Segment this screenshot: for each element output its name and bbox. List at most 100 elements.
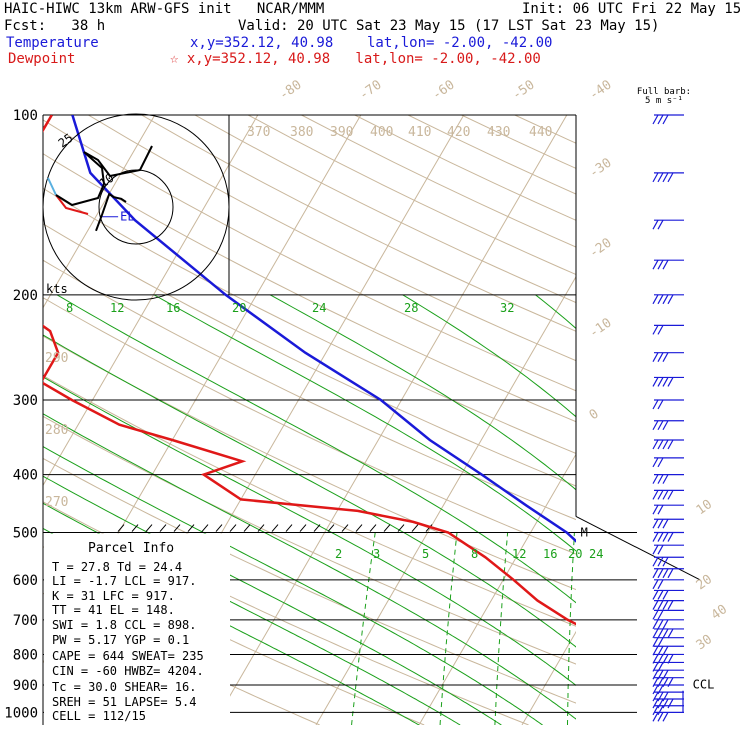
isotherm-label: -30: [587, 156, 615, 182]
wind-barb-flag: [657, 637, 664, 648]
parcel-info-row: LI = -1.7 LCL = 917.: [52, 574, 197, 588]
mixing-ratio-label: 16: [166, 301, 180, 315]
mixing-ratio-label-low: 3: [373, 547, 380, 561]
wind-barb-flag: [662, 377, 669, 387]
wind-barb-flag: [657, 619, 664, 630]
level-hatch: [117, 524, 125, 532]
level-hatch: [131, 524, 139, 532]
wind-barb-flag: [652, 568, 659, 579]
isotherm-line: [212, 115, 568, 725]
theta-label: 430: [487, 125, 510, 140]
dry-adiabat-line: [407, 115, 576, 195]
wind-barb-flag: [662, 172, 669, 183]
isotherm-label: -80: [277, 78, 305, 104]
wind-barb-flag: [662, 556, 669, 567]
wind-barb-flag: [662, 420, 669, 431]
wind-barb-flag: [662, 490, 669, 500]
theta-label: 270: [45, 495, 68, 510]
wind-barb-flag: [652, 684, 659, 695]
wind-barb-flag: [657, 377, 664, 387]
wind-barb-flag: [652, 532, 659, 542]
wind-barb-flag: [657, 556, 664, 567]
level-hatch: [411, 524, 419, 532]
mixing-ratio-label: 8: [66, 301, 73, 315]
hodograph-trace: [55, 145, 153, 207]
parcel-info-row: TT = 41 EL = 148.: [52, 603, 175, 617]
isotherm-label: 20: [694, 572, 715, 593]
wind-barb-flag: [652, 504, 659, 515]
hodograph-ring-outer: [42, 113, 230, 301]
temperature-location: x,y=352.12, 40.98 lat,lon= -2.00, -42.00: [190, 35, 553, 51]
wind-barb-flag: [657, 698, 664, 709]
moist-adiabat-line: [43, 376, 576, 686]
level-marker-ccl: CCL: [693, 677, 715, 691]
wind-barb-flag: [657, 628, 664, 639]
wind-barb-flag: [662, 474, 669, 484]
wind-barb-flag: [652, 219, 659, 230]
mixing-ratio-line: [697, 533, 701, 726]
wind-barb-flag: [652, 114, 659, 125]
parcel-info-row: CIN = -60 HWBZ= 4204.: [52, 664, 204, 678]
dewpoint-location: ☆ x,y=352.12, 40.98 lat,lon= -2.00, -42.…: [170, 51, 541, 67]
isotherm-label: 0: [587, 406, 602, 423]
parcel-info-row: SREH = 51 LAPSE= 5.4: [52, 695, 197, 709]
wind-barb-flag: [662, 619, 669, 630]
pressure-tick-label: 400: [13, 468, 38, 484]
level-marker-el: EL: [120, 210, 134, 224]
level-hatch: [369, 524, 377, 532]
wind-barb-flag: [657, 568, 664, 579]
wind-barb-flag: [662, 114, 669, 125]
dewpoint-profile: [43, 115, 576, 626]
hodograph-unit-label: kts: [46, 282, 68, 296]
moist-adiabat-line: [43, 475, 502, 725]
mixing-ratio-label-low: 12: [512, 547, 526, 561]
theta-label: 440: [529, 125, 552, 140]
wind-barb-flag: [667, 532, 674, 542]
mixing-ratio-label-low: 20: [568, 547, 582, 561]
level-hatch: [285, 524, 293, 532]
mixing-ratio-label-low: 24: [589, 547, 603, 561]
wind-barb-flag: [652, 610, 659, 620]
wind-barb-flag: [657, 532, 664, 542]
wind-barb-flag: [652, 654, 659, 664]
pressure-tick-label: 500: [13, 526, 38, 542]
moist-adiabat-line: [43, 334, 576, 648]
wind-barb-flag: [657, 504, 664, 515]
wind-barb-flag: [657, 518, 664, 529]
wind-barb-flag: [652, 556, 659, 567]
barb-scale-title: Full barb:: [637, 87, 691, 97]
wind-barb-flag: [667, 439, 674, 450]
mixing-ratio-label: 12: [110, 301, 124, 315]
temperature-profile: [71, 115, 576, 543]
mixing-ratio-label: 28: [404, 301, 418, 315]
moist-adiabat-line: [43, 446, 543, 725]
wind-barb-flag: [657, 172, 664, 183]
isotherm-label: 40: [709, 602, 730, 623]
wind-barb-flag: [657, 259, 664, 270]
pressure-tick-label: 200: [13, 288, 38, 304]
isotherm-label: -20: [587, 236, 615, 262]
level-hatch: [145, 524, 153, 532]
pressure-tick-label: 1000: [4, 705, 38, 721]
parcel-info-row: K = 31 LFC = 917.: [52, 589, 175, 603]
theta-label: 370: [247, 125, 270, 140]
wind-barb-flag: [657, 705, 664, 716]
wind-barb-flag: [652, 590, 659, 600]
wind-barb-flag: [652, 698, 659, 709]
moist-adiabat-line: [43, 413, 576, 720]
isotherm-line: [43, 115, 156, 309]
wind-barb-flag: [657, 399, 664, 410]
level-hatch: [383, 524, 391, 532]
mixing-ratio-label-low: 8: [471, 547, 478, 561]
level-hatch: [215, 524, 223, 532]
level-hatch: [201, 524, 209, 532]
wind-barb-flag: [662, 645, 669, 656]
moist-adiabat-line: [153, 294, 576, 552]
moist-adiabat-line: [56, 294, 576, 604]
moist-adiabat-line: [649, 295, 740, 725]
wind-barb-flag: [652, 669, 659, 680]
mixing-ratio-label-low: 2: [335, 547, 342, 561]
dry-adiabat-line: [43, 415, 576, 665]
dry-adiabat-line: [43, 153, 576, 423]
wind-barb-flag: [667, 377, 674, 387]
